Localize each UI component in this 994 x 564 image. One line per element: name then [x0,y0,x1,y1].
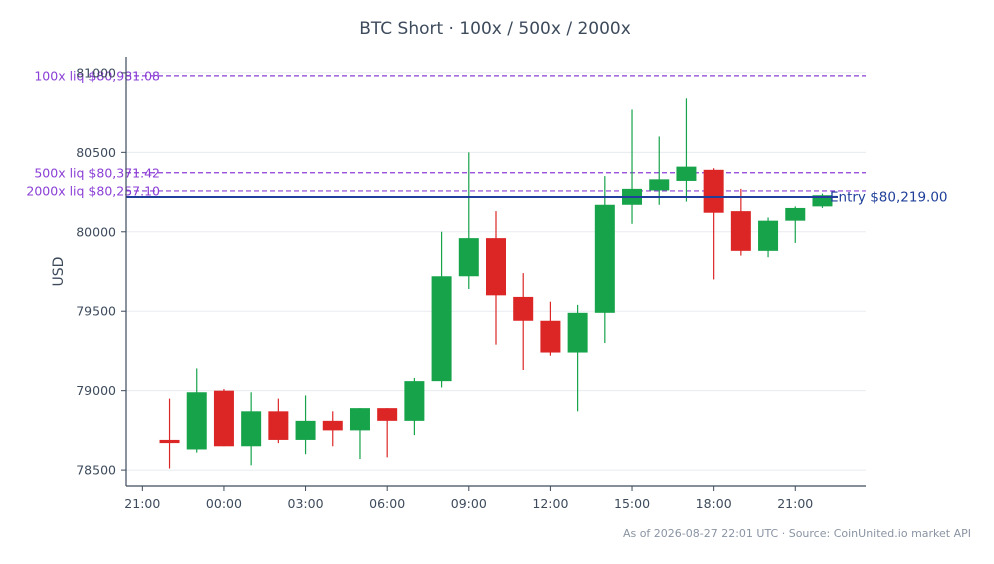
y-tick-label: 79000 [76,383,116,398]
candle-body [649,179,670,191]
candle-body [377,408,398,421]
candle-body [349,408,370,431]
x-tick-label: 21:00 [777,496,813,511]
x-tick-label: 09:00 [451,496,487,511]
candle-body [567,312,588,353]
chart-title: BTC Short · 100x / 500x / 2000x [359,19,631,39]
candle-body [322,420,343,431]
x-tick-label: 21:00 [124,496,160,511]
candle-body [486,238,506,296]
y-axis-label: USD [51,257,67,287]
liq-level-label: 500x liq $80,371.42 [34,165,160,180]
candle-body [213,390,234,447]
candle-body [159,439,180,444]
entry-level: Entry $80,219.00 [126,189,948,205]
x-tick-label: 12:00 [532,496,568,511]
candle-body [758,220,779,251]
candle-body [186,392,207,450]
x-tick-label: 15:00 [614,496,650,511]
candle-body [785,207,806,221]
x-tick-label: 06:00 [369,496,405,511]
candle-body [431,276,452,382]
axes: 78500 79000 79500 80000 80500 81000 21:00 00:00… [51,57,866,511]
x-tick-label: 00:00 [206,496,242,511]
y-tick-label: 78500 [76,463,116,478]
candles [159,98,833,469]
x-tick-label: 18:00 [696,496,732,511]
candle-body [404,381,425,421]
candle-body [676,166,697,181]
candle-body [540,320,561,353]
y-tick-label: 81000 [76,65,116,80]
candle-body [594,204,615,313]
entry-label: Entry $80,219.00 [830,189,948,205]
x-tick-label: 03:00 [288,496,324,511]
y-tick-label: 80000 [76,224,116,239]
footer-note: As of 2026-08-27 22:01 UTC · Source: Coi… [622,527,971,540]
candle-body [730,211,751,251]
candle-body [513,296,534,321]
candle-body [268,411,289,440]
candle-body [241,411,262,447]
y-tick-label: 80500 [76,145,116,160]
candle-body [703,169,724,213]
candle-body [295,420,316,440]
liq-level-label: 100x liq $80,981.08 [34,68,160,83]
candle-body [458,238,479,277]
liq-level-label: 2000x liq $80,257.10 [26,183,160,198]
candle-body [812,195,833,207]
y-tick-label: 79500 [76,304,116,319]
liquidation-levels: 100x liq $80,981.08 500x liq $80,371.42 20… [26,68,866,198]
